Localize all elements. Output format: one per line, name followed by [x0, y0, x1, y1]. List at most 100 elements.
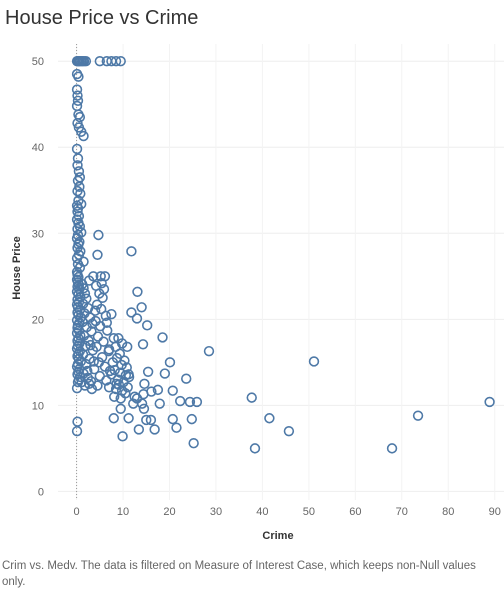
- data-point: [131, 313, 143, 324]
- data-point: [96, 351, 108, 363]
- data-point: [85, 339, 96, 351]
- data-point: [188, 438, 199, 449]
- data-point: [71, 327, 83, 339]
- data-point: [81, 293, 92, 304]
- data-point: [164, 357, 176, 368]
- data-point: [101, 317, 112, 328]
- data-point: [96, 303, 107, 315]
- x-tick-label: 40: [256, 506, 268, 518]
- data-point: [115, 403, 126, 414]
- data-point: [412, 410, 424, 421]
- data-point: [75, 330, 86, 341]
- data-point: [88, 356, 99, 367]
- y-axis-title: House Price: [11, 236, 23, 300]
- data-point: [109, 391, 120, 402]
- data-point: [76, 278, 88, 290]
- x-axis-title: Crime: [262, 530, 293, 542]
- data-point: [116, 385, 128, 396]
- x-tick-label: 30: [210, 506, 222, 518]
- data-point: [203, 345, 215, 357]
- data-point: [283, 425, 295, 437]
- data-point: [122, 382, 133, 393]
- data-point: [184, 396, 196, 408]
- data-point: [72, 335, 83, 347]
- y-tick-label: 0: [38, 486, 44, 498]
- data-point: [91, 341, 102, 353]
- data-point: [109, 364, 120, 376]
- data-point: [106, 308, 117, 320]
- data-point: [152, 384, 164, 396]
- data-point: [111, 378, 122, 390]
- data-point: [145, 414, 157, 426]
- data-point: [132, 286, 143, 297]
- data-point: [72, 117, 83, 129]
- data-point: [139, 378, 150, 390]
- data-point: [386, 443, 398, 454]
- data-point: [71, 314, 83, 326]
- data-point: [95, 271, 106, 282]
- data-point: [157, 332, 168, 343]
- data-point: [72, 153, 84, 164]
- data-point: [167, 385, 178, 396]
- data-point: [72, 376, 84, 388]
- chart-title: House Price vs Crime: [5, 7, 199, 29]
- data-point: [84, 312, 96, 323]
- data-point: [159, 368, 171, 379]
- data-point: [92, 331, 104, 342]
- y-tick-label: 30: [32, 228, 44, 240]
- data-points: [71, 56, 495, 454]
- grid-lines: [58, 44, 504, 500]
- data-point: [102, 325, 113, 336]
- data-point: [75, 188, 86, 199]
- data-point: [73, 71, 84, 82]
- chart-footnote: Crim vs. Medv. The data is filtered on M…: [2, 560, 476, 588]
- data-point: [186, 413, 198, 425]
- data-point: [89, 305, 101, 316]
- x-tick-label: 20: [163, 506, 175, 518]
- x-tick-label: 0: [74, 506, 80, 518]
- y-tick-label: 20: [32, 314, 44, 326]
- data-point: [112, 374, 124, 385]
- data-point: [72, 90, 83, 101]
- data-point: [72, 206, 83, 217]
- data-point: [117, 431, 128, 442]
- data-point: [133, 424, 145, 435]
- y-tick-label: 50: [32, 56, 44, 68]
- data-point: [137, 339, 149, 350]
- data-point: [98, 336, 109, 347]
- data-point: [96, 277, 107, 289]
- data-point: [80, 56, 92, 67]
- data-point: [74, 111, 86, 123]
- data-point: [131, 393, 143, 404]
- data-point: [264, 413, 275, 424]
- data-point: [174, 395, 186, 407]
- data-point: [93, 229, 104, 241]
- data-point: [92, 249, 103, 260]
- data-point: [87, 318, 98, 329]
- data-point: [72, 175, 84, 187]
- data-point: [136, 302, 147, 313]
- data-point: [86, 326, 97, 337]
- data-point: [101, 375, 112, 386]
- data-point: [94, 56, 106, 67]
- y-tick-label: 40: [32, 142, 44, 154]
- data-point: [71, 425, 83, 437]
- x-tick-label: 70: [396, 506, 408, 518]
- data-point: [71, 84, 83, 95]
- data-point: [126, 307, 137, 318]
- data-point: [142, 366, 154, 377]
- x-axis-ticks: 0 10 20 30 40 50 60 70 80 90: [74, 506, 501, 518]
- data-point: [78, 283, 89, 294]
- data-point: [138, 403, 150, 414]
- data-point: [72, 416, 83, 427]
- data-point: [72, 203, 84, 214]
- data-point: [79, 288, 91, 299]
- data-point: [129, 391, 140, 402]
- scatter-plot: 0 10 20 30 40 50 60 70 80 90 0 10 20 30 40 50 Crime Ho…: [11, 44, 504, 542]
- data-point: [246, 392, 257, 403]
- data-point: [72, 160, 83, 171]
- data-point: [72, 95, 84, 106]
- data-point: [115, 56, 126, 67]
- data-point: [126, 246, 137, 257]
- data-point: [116, 359, 127, 371]
